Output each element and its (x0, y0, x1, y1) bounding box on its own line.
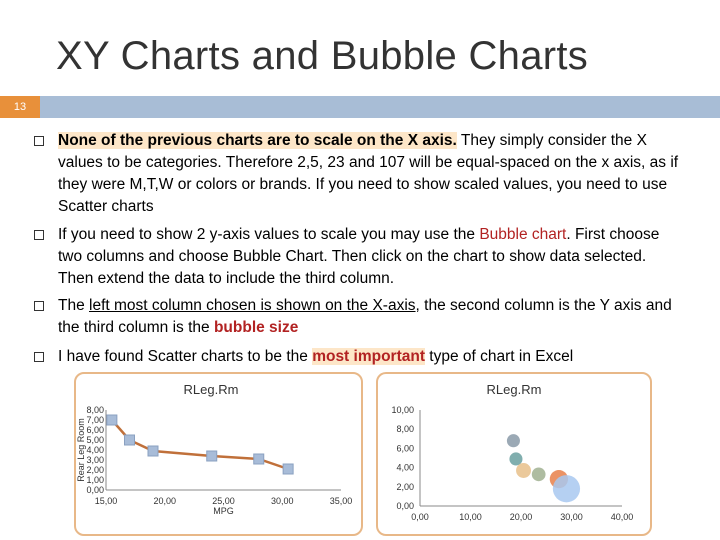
y-tick-label: 1,00 (86, 475, 104, 485)
bullet-4-run-1: I have found Scatter charts to be the (58, 348, 313, 365)
bullet-box-icon (34, 230, 44, 240)
bullet-1-run-1: None of the previous charts are to scale… (58, 132, 457, 149)
x-tick-label: 40,00 (611, 512, 634, 522)
bullet-3-run-1: The (58, 297, 90, 314)
y-tick-label: 6,00 (396, 443, 414, 453)
x-tick-label: 10,00 (459, 512, 482, 522)
data-point (124, 434, 135, 446)
y-tick-label: 8,00 (86, 405, 104, 415)
header-bar (0, 96, 720, 118)
bullet-3: The left most column chosen is shown on … (34, 295, 680, 339)
data-point (253, 453, 265, 465)
bullet-1: None of the previous charts are to scale… (34, 130, 680, 218)
bubble (531, 467, 546, 482)
bubble (516, 463, 531, 478)
bubble-chart-frame[interactable]: RLeg.Rm 0,00 2,00 4,00 6,00 8,00 10,00 0,00 10,0… (376, 372, 652, 536)
x-tick-label: 30,00 (271, 496, 294, 506)
y-tick-label: 3,00 (86, 455, 104, 465)
data-point (147, 445, 159, 457)
y-tick-label: 10,00 (391, 405, 414, 415)
bullet-2-text: If you need to show 2 y-axis values to s… (58, 224, 680, 290)
bullet-2-run-2: Bubble chart (479, 226, 567, 243)
x-tick-label: 25,00 (212, 496, 235, 506)
x-tick-label: 15,00 (95, 496, 118, 506)
bullet-4-run-3: type of chart in Excel (425, 348, 574, 365)
data-point (106, 414, 118, 426)
bubble (552, 475, 581, 503)
y-tick-label: 4,00 (86, 445, 104, 455)
chart-title: RLeg.Rm (487, 382, 542, 397)
chart-title: RLeg.Rm (184, 382, 239, 397)
bullet-3-run-2: left most column chosen is shown on the … (89, 297, 416, 314)
x-tick-label: 35,00 (330, 496, 353, 506)
bullet-1-run-2: They simply consider the X values to be … (58, 132, 679, 215)
x-tick-label: 20,00 (153, 496, 176, 506)
slide-number: 13 (0, 96, 40, 118)
bullet-1-text: None of the previous charts are to scale… (58, 130, 680, 218)
bullet-box-icon (34, 352, 44, 362)
bubble-chart: RLeg.Rm 0,00 2,00 4,00 6,00 8,00 10,00 0,00 10,0… (391, 382, 634, 522)
x-tick-label: 0,00 (411, 512, 429, 522)
bullet-3-run-4: bubble size (213, 319, 299, 336)
y-tick-label: 2,00 (396, 482, 414, 492)
bullet-3-text: The left most column chosen is shown on … (58, 295, 680, 339)
bullet-4-run-2: most important (312, 348, 425, 365)
y-axis-label: Rear Leg Room (76, 418, 86, 482)
y-tick-label: 5,00 (86, 435, 104, 445)
y-tick-label: 2,00 (86, 465, 104, 475)
data-point (282, 463, 294, 475)
y-tick-label: 0,00 (396, 501, 414, 511)
data-point (206, 450, 218, 462)
slide-title: XY Charts and Bubble Charts (56, 34, 589, 78)
y-tick-label: 0,00 (86, 485, 104, 495)
y-tick-label: 8,00 (396, 424, 414, 434)
x-axis-label: MPG (213, 506, 234, 516)
bullet-4: I have found Scatter charts to be the mo… (34, 346, 680, 368)
y-tick-label: 6,00 (86, 425, 104, 435)
scatter-chart-frame[interactable]: RLeg.Rm 0,00 1,00 2,00 3,00 4,00 5,00 6,00 7,00 8… (74, 372, 363, 536)
bullet-2-run-1: If you need to show 2 y-axis values to s… (58, 226, 480, 243)
bullet-box-icon (34, 301, 44, 311)
bubble (506, 434, 520, 448)
bullet-4-text: I have found Scatter charts to be the mo… (58, 346, 680, 368)
bubble (509, 452, 523, 466)
bullet-3-run-3: , the second column is the Y axis and th… (58, 297, 672, 336)
bullet-2-run-3: . First choose two columns and choose Bu… (58, 226, 660, 287)
x-tick-label: 30,00 (560, 512, 583, 522)
bullet-2: If you need to show 2 y-axis values to s… (34, 224, 680, 290)
scatter-chart: RLeg.Rm 0,001,002,003,004,005,006,007,008… (76, 382, 353, 516)
x-tick-label: 20,00 (510, 512, 533, 522)
y-tick-label: 7,00 (86, 415, 104, 425)
y-tick-label: 4,00 (396, 463, 414, 473)
bullet-box-icon (34, 136, 44, 146)
